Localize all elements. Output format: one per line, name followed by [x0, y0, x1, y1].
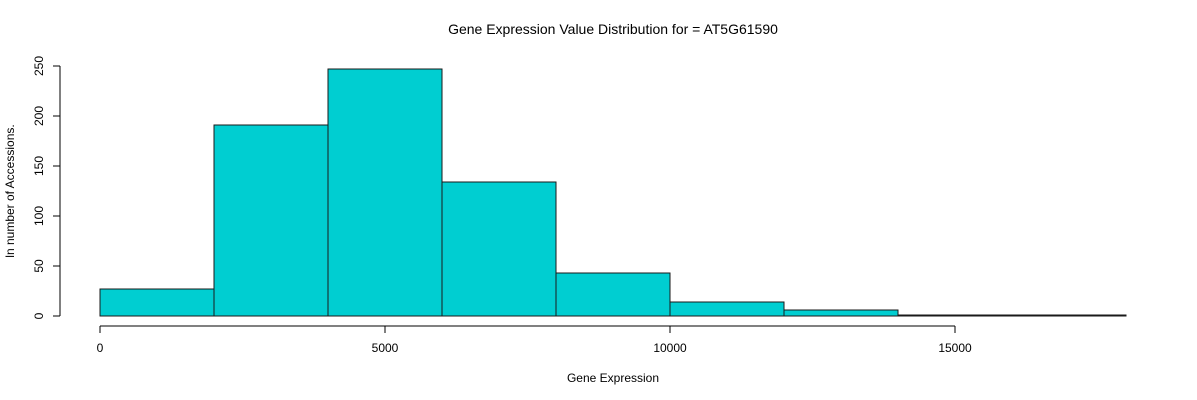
x-tick-label: 0 — [97, 341, 104, 355]
x-tick-label: 5000 — [372, 341, 399, 355]
chart-title: Gene Expression Value Distribution for =… — [448, 21, 778, 37]
x-axis: 0 5000 10000 15000 — [97, 325, 972, 355]
y-tick-label: 150 — [32, 156, 46, 176]
y-axis: 0 50 100 150 200 250 — [32, 56, 61, 319]
y-axis-label: ln number of Accessions. — [3, 124, 17, 257]
y-tick-label: 0 — [32, 312, 46, 319]
bars-group — [99, 68, 1127, 317]
x-tick-label: 10000 — [653, 341, 687, 355]
y-tick-label: 250 — [32, 56, 46, 76]
histogram-bar — [99, 288, 215, 317]
x-axis-label: Gene Expression — [567, 371, 659, 385]
y-tick-label: 50 — [32, 259, 46, 273]
x-tick-label: 15000 — [938, 341, 972, 355]
y-tick-label: 100 — [32, 206, 46, 226]
histogram-bar — [669, 301, 785, 317]
histogram-bar — [555, 272, 671, 317]
histogram-bar — [213, 124, 329, 317]
histogram-bar — [327, 68, 443, 317]
histogram-bar — [897, 314, 1013, 317]
histogram-bar — [441, 181, 557, 317]
histogram-bar — [783, 309, 899, 317]
histogram-bar — [1011, 314, 1127, 317]
y-tick-label: 200 — [32, 106, 46, 126]
